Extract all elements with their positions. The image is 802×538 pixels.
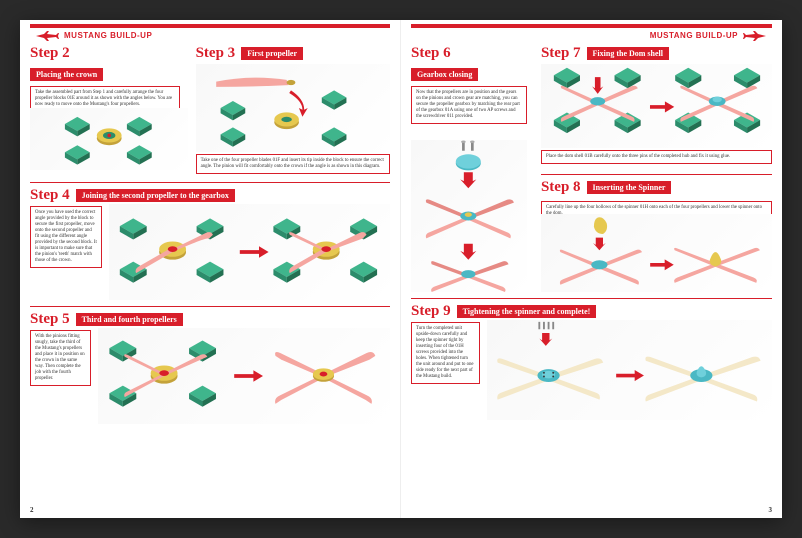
left-header: MUSTANG BUILD-UP <box>30 24 390 42</box>
step-6-subtitle: Gearbox closing <box>411 68 478 81</box>
step-3-heading: Step 3 <box>196 45 236 62</box>
step-5: Step 5 Third and fourth propellers <box>30 310 390 330</box>
right-header: MUSTANG BUILD-UP <box>411 24 772 42</box>
step-3-text: Take one of the four propeller blades 01… <box>196 154 390 174</box>
step-6-illustration <box>411 140 527 292</box>
step-3-subtitle: First propeller <box>241 47 303 60</box>
step-4-heading: Step 4 <box>30 187 70 204</box>
step-9-heading: Step 9 <box>411 303 451 320</box>
right-page: MUSTANG BUILD-UP 3 Step 6 Gearbox closin… <box>401 20 782 518</box>
step-4: Step 4 Joining the second propeller to t… <box>30 186 390 206</box>
step-8-subtitle: Inserting the Spinner <box>587 181 672 194</box>
header-title-left: MUSTANG BUILD-UP <box>64 31 152 40</box>
step-9-subtitle: Tightening the spinner and complete! <box>457 305 597 318</box>
magazine-spread: MUSTANG BUILD-UP 2 Step 2 Placing the cr… <box>20 20 782 518</box>
step-9: Step 9 Tightening the spinner and comple… <box>411 302 772 322</box>
step-3-illustration <box>196 64 390 152</box>
step-5-illustration <box>98 328 390 424</box>
step-6-text: Now that the propellers are in position … <box>411 86 527 124</box>
left-page: MUSTANG BUILD-UP 2 Step 2 Placing the cr… <box>20 20 401 518</box>
step-8-heading: Step 8 <box>541 179 581 196</box>
step-4-illustration <box>109 204 390 300</box>
header-title-right: MUSTANG BUILD-UP <box>650 31 738 40</box>
step-7-subtitle: Fixing the Dom shell <box>587 47 669 60</box>
step-4-text: Once you have used the correct angle pro… <box>30 206 102 268</box>
left-content: Step 2 Placing the crown Take the assemb… <box>30 44 390 504</box>
step-9-illustration <box>487 320 772 420</box>
step-2-subtitle: Placing the crown <box>30 68 103 81</box>
step-5-subtitle: Third and fourth propellers <box>76 313 183 326</box>
step-3: Step 3 First propeller <box>196 44 390 64</box>
step-8-illustration <box>541 214 772 292</box>
step-7: Step 7 Fixing the Dom shell <box>541 44 772 64</box>
page-number-left: 2 <box>30 506 34 514</box>
page-number-right: 3 <box>769 506 773 514</box>
right-content: Step 6 Gearbox closing Now that the prop… <box>411 44 772 504</box>
step-5-text: With the pinions fitting snugly, take th… <box>30 330 91 386</box>
step-7-text: Place the dom shell 01B carefully onto t… <box>541 150 772 164</box>
step-4-subtitle: Joining the second propeller to the gear… <box>76 189 235 202</box>
step-7-illustration <box>541 64 772 148</box>
step-6: Step 6 Gearbox closing Now that the prop… <box>411 44 527 124</box>
step-7-heading: Step 7 <box>541 45 581 62</box>
step-2-illustration <box>30 108 188 170</box>
step-2: Step 2 Placing the crown Take the assemb… <box>30 44 188 112</box>
plane-icon <box>34 29 60 41</box>
step-2-heading: Step 2 <box>30 45 70 62</box>
step-5-heading: Step 5 <box>30 311 70 328</box>
step-6-heading: Step 6 <box>411 45 451 62</box>
plane-icon <box>742 29 768 41</box>
step-9-text: Turn the completed unit upside-down care… <box>411 322 480 384</box>
